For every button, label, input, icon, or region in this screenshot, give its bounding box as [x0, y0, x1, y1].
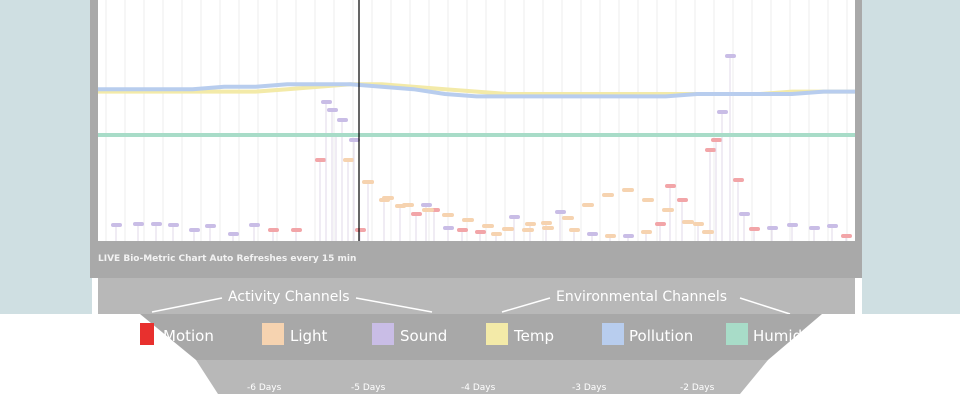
light-step: [542, 226, 554, 230]
biometric-chart[interactable]: [98, 0, 855, 241]
activity-marker: [349, 138, 360, 142]
light-step: [482, 224, 494, 228]
light-step: [662, 208, 674, 212]
sound-swatch: [372, 323, 394, 345]
legend-group-band: [98, 278, 855, 314]
environmental-lines: [98, 82, 855, 137]
activity-marker: [321, 100, 332, 104]
motion-swatch: [140, 323, 154, 345]
page-background-left: [0, 0, 92, 314]
day-label-2: -2 Days: [680, 383, 715, 393]
light-step: [522, 228, 534, 232]
chart-svg: [98, 0, 855, 241]
activity-marker: [677, 198, 688, 202]
activity-marker: [133, 222, 144, 226]
legend-item-humidity[interactable]: Humidity: [726, 323, 812, 349]
activity-marker: [315, 158, 326, 162]
activity-marker: [111, 223, 122, 227]
day-label-3: -3 Days: [572, 383, 607, 393]
legend-panel: [0, 314, 960, 400]
environmental-channels-label: Environmental Channels: [556, 289, 728, 305]
activity-marker: [343, 158, 354, 162]
pollution-swatch: [602, 323, 624, 345]
activity-marker: [525, 222, 536, 226]
legend-label-pollution: Pollution: [629, 327, 694, 345]
activity-marker: [541, 221, 552, 225]
activity-marker: [205, 224, 216, 228]
activity-marker: [827, 224, 838, 228]
day-label-6: -6 Days: [247, 383, 282, 393]
activity-marker: [623, 234, 634, 238]
activity-marker: [291, 228, 302, 232]
activity-marker: [355, 228, 366, 232]
activity-marker: [268, 228, 279, 232]
humidity-swatch: [726, 323, 748, 345]
temp-swatch: [486, 323, 508, 345]
light-step: [442, 213, 454, 217]
series-line-pollution: [98, 82, 855, 99]
legend-label-temp: Temp: [514, 327, 554, 345]
light-swatch: [262, 323, 284, 345]
legend-connector-lines: [151, 297, 791, 315]
light-step: [462, 218, 474, 222]
activity-marker: [151, 222, 162, 226]
activity-marker: [411, 212, 422, 216]
legend-label-light: Light: [290, 327, 328, 345]
light-step: [502, 227, 514, 231]
light-step: [702, 230, 714, 234]
activity-marker: [475, 230, 486, 234]
activity-marker: [555, 210, 566, 214]
page-background-right: [862, 0, 960, 314]
activity-marker: [711, 138, 722, 142]
activity-marker: [841, 234, 852, 238]
activity-marker: [228, 232, 239, 236]
activity-marker: [641, 230, 652, 234]
activity-marker: [457, 228, 468, 232]
activity-marker: [587, 232, 598, 236]
light-step: [622, 188, 634, 192]
legend-label-sound: Sound: [400, 327, 448, 345]
activity-marker: [168, 223, 179, 227]
activity-marker: [655, 222, 666, 226]
auto-refresh-banner: LIVE Bio-Metric Chart Auto Refreshes eve…: [98, 254, 357, 264]
activity-marker: [739, 212, 750, 216]
light-step: [582, 203, 594, 207]
activity-marker: [327, 108, 338, 112]
activity-marker: [693, 222, 704, 226]
activity-marker: [809, 226, 820, 230]
activity-markers: [111, 54, 852, 241]
day-label-5: -5 Days: [351, 383, 386, 393]
light-step: [642, 198, 654, 202]
activity-marker: [717, 110, 728, 114]
activity-marker: [443, 226, 454, 230]
activity-marker: [337, 118, 348, 122]
activity-marker: [767, 226, 778, 230]
activity-marker: [725, 54, 736, 58]
light-step: [422, 208, 434, 212]
activity-marker: [491, 232, 502, 236]
legend-panel-shape: [140, 314, 822, 394]
legend-label-motion: Motion: [163, 327, 214, 345]
activity-marker: [189, 228, 200, 232]
activity-marker: [665, 184, 676, 188]
light-step: [682, 220, 694, 224]
activity-channels-label: Activity Channels: [228, 289, 350, 305]
light-step: [602, 193, 614, 197]
activity-marker: [509, 215, 520, 219]
light-step: [402, 203, 414, 207]
activity-marker: [705, 148, 716, 152]
activity-marker: [605, 234, 616, 238]
activity-marker: [733, 178, 744, 182]
light-step: [362, 180, 374, 184]
activity-marker: [569, 228, 580, 232]
day-label-4: -4 Days: [461, 383, 496, 393]
activity-marker: [749, 227, 760, 231]
light-step: [562, 216, 574, 220]
chart-gridlines: [105, 0, 848, 241]
activity-marker: [421, 203, 432, 207]
activity-marker: [249, 223, 260, 227]
legend-label-humidity: Humidity: [753, 327, 812, 345]
activity-marker: [787, 223, 798, 227]
light-step: [382, 196, 394, 200]
